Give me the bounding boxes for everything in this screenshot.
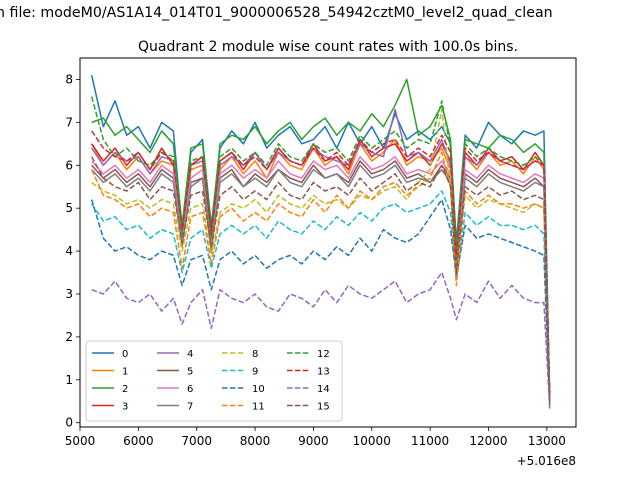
- legend-label-4: 4: [187, 349, 193, 360]
- x-tick-label: 10000: [353, 434, 391, 448]
- y-tick-label: 4: [65, 244, 73, 258]
- legend-label-3: 3: [122, 402, 128, 413]
- legend-label-1: 1: [122, 367, 128, 378]
- legend-label-10: 10: [252, 384, 265, 395]
- series-line-11: [90, 151, 551, 402]
- x-axis-offset-label: +5.016e8: [517, 454, 576, 468]
- x-tick-label: 8000: [240, 434, 271, 448]
- legend-label-9: 9: [252, 367, 258, 378]
- series-line-7: [91, 164, 551, 402]
- x-tick-label: 12000: [469, 434, 507, 448]
- legend-label-8: 8: [252, 349, 258, 360]
- y-tick-label: 3: [65, 287, 73, 301]
- legend-box: [85, 340, 343, 422]
- chart-title: Quadrant 2 module wise count rates with …: [138, 39, 518, 55]
- y-tick-label: 7: [65, 115, 73, 129]
- y-tick-label: 2: [65, 330, 73, 344]
- x-tick-label: 7000: [181, 434, 212, 448]
- axes-frame: [79, 57, 577, 428]
- series-line-12: [90, 96, 551, 402]
- legend-label-5: 5: [187, 367, 193, 378]
- x-tick-label: 5000: [65, 434, 96, 448]
- series-line-10: [90, 198, 551, 406]
- series-line-9: [91, 190, 551, 406]
- plot-area: [90, 74, 551, 410]
- figure-suptitle: n file: modeM0/AS1A14_014T01_9000006528_…: [0, 5, 553, 21]
- series-line-2: [91, 78, 551, 402]
- x-tick-label: 13000: [528, 434, 566, 448]
- legend-label-0: 0: [122, 349, 128, 360]
- series-line-0: [90, 74, 551, 402]
- legend-label-14: 14: [317, 384, 330, 395]
- y-tick-label: 8: [65, 72, 73, 86]
- x-tick-label: 6000: [123, 434, 154, 448]
- x-tick-label: 11000: [411, 434, 449, 448]
- series-line-8: [91, 108, 551, 402]
- legend-label-13: 13: [317, 367, 330, 378]
- series-line-6: [91, 155, 551, 402]
- legend-label-15: 15: [317, 402, 330, 413]
- legend-label-12: 12: [317, 349, 330, 360]
- legend-label-6: 6: [187, 384, 193, 395]
- series-line-15: [91, 156, 551, 402]
- series-line-14: [91, 271, 551, 410]
- x-axis: 5000 6000 7000 8000 9000 10000 11000 12000 13000: [65, 427, 566, 448]
- y-tick-label: 1: [65, 373, 73, 387]
- y-tick-label: 6: [65, 158, 73, 172]
- y-tick-label: 0: [65, 416, 73, 430]
- legend-label-11: 11: [252, 402, 265, 413]
- legend-label-7: 7: [187, 402, 193, 413]
- legend-label-2: 2: [122, 384, 128, 395]
- y-axis: 0 1 2 3 4 5 6 7 8: [65, 72, 80, 430]
- x-tick-label: 9000: [298, 434, 329, 448]
- series-line-13: [91, 130, 551, 402]
- y-tick-label: 5: [65, 201, 73, 215]
